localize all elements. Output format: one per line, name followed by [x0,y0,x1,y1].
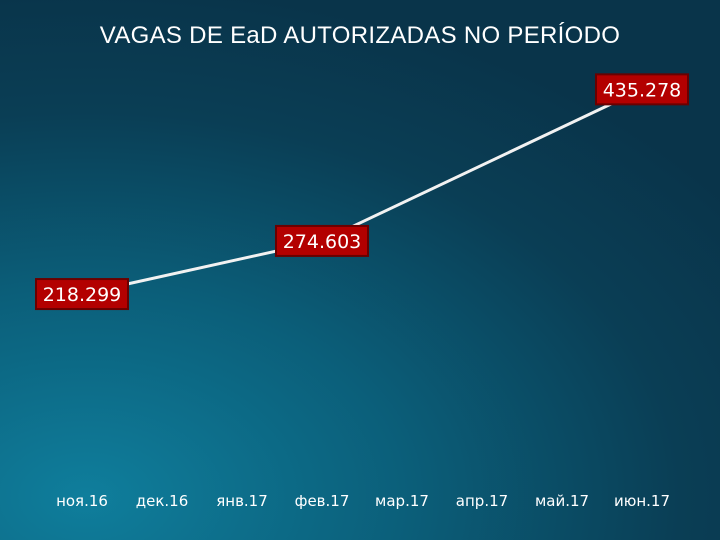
x-tick-label: дек.16 [136,492,189,510]
x-tick-label: мар.17 [375,492,429,510]
x-tick-label: апр.17 [456,492,508,510]
data-label: 274.603 [275,224,369,257]
chart-title: VAGAS DE EaD AUTORIZADAS NO PERÍODO [99,22,621,49]
series-line-layer [80,87,644,296]
x-tick-label: янв.17 [216,492,268,510]
data-label: 218.299 [35,278,129,311]
x-tick-label: ноя.16 [56,492,108,510]
data-label-text: 435.278 [603,79,682,101]
data-label-layer: 218.299 274.603 435.278 [35,73,689,311]
data-label-text: 218.299 [43,284,122,306]
series-line [80,87,644,296]
x-tick-label: май.17 [535,492,589,510]
x-tick-label: фев.17 [295,492,350,510]
x-tick-label: июн.17 [614,492,670,510]
data-label-text: 274.603 [283,231,362,253]
data-label-box [35,278,129,311]
x-axis: ноя.16 дек.16 янв.17 фев.17 мар.17 апр.17 май.… [56,492,670,510]
data-label-box [595,73,689,106]
data-label-box [275,224,369,257]
data-label: 435.278 [595,73,689,106]
